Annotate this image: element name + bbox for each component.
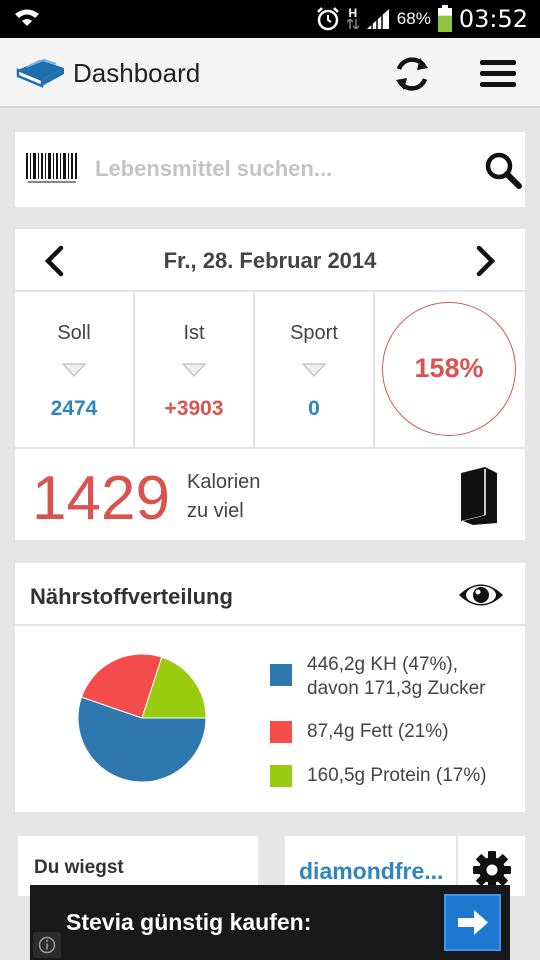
ad-banner[interactable]: Stevia günstig kaufen: (30, 885, 510, 960)
stat-value: 0 (308, 397, 320, 420)
nutrient-title: Nährstoffverteilung (30, 584, 233, 609)
legend-swatch (270, 721, 292, 743)
dropdown-arrow-icon (62, 363, 86, 378)
clock: 03:52 (458, 5, 528, 33)
nutrient-card: Nährstoffverteilung 446,2g KH (47%), dav… (15, 563, 525, 812)
menu-icon[interactable] (476, 56, 520, 92)
dropdown-arrow-icon (182, 363, 206, 378)
legend-line: 446,2g KH (47%), (307, 654, 459, 675)
nutrient-pie-chart (77, 653, 207, 783)
legend-swatch (270, 664, 292, 686)
page-title: Dashboard (73, 58, 201, 88)
chevron-left-icon[interactable] (37, 243, 73, 279)
refresh-icon[interactable] (390, 52, 434, 96)
chevron-right-icon[interactable] (467, 243, 503, 279)
status-bar: H 68% 03:52 (0, 0, 540, 38)
percent-circle: 158% (382, 302, 516, 436)
ad-text: Stevia günstig kaufen: (66, 909, 312, 935)
battery-percent: 68% (396, 9, 431, 28)
date-navigation: Fr., 28. Februar 2014 (15, 229, 525, 292)
network-type: H (346, 7, 360, 31)
calorie-balance: 1429 Kalorien zu viel (15, 449, 525, 540)
pie-slice-fett (80, 653, 163, 719)
legend-line: davon 171,3g Zucker (307, 678, 486, 699)
ad-arrow-button[interactable] (444, 894, 501, 951)
stat-sport[interactable]: Sport 0 (255, 292, 375, 449)
alarm-icon (316, 7, 339, 31)
legend-text: 160,5g Protein (17%) (307, 765, 487, 786)
calorie-label-line1: Kalorien (187, 471, 261, 493)
stat-ist[interactable]: Ist +3903 (135, 292, 255, 449)
network-arrows-icon (346, 17, 360, 30)
barcode-icon[interactable] (26, 153, 78, 185)
eye-icon[interactable] (457, 580, 505, 610)
app-logo-icon[interactable] (16, 54, 66, 90)
dropdown-arrow-icon (302, 363, 326, 378)
calorie-label-line2: zu viel (187, 500, 244, 522)
battery-icon (437, 5, 452, 32)
signal-icon (366, 9, 389, 29)
legend-swatch (270, 765, 292, 787)
search-input[interactable] (95, 147, 465, 191)
book-icon[interactable] (455, 465, 503, 525)
daily-summary-card: Fr., 28. Februar 2014 Soll 2474 Ist +390… (15, 229, 525, 540)
info-icon (38, 936, 56, 954)
stat-label: Ist (183, 322, 205, 344)
pie-slice-protein (141, 656, 207, 719)
search-icon[interactable] (483, 150, 523, 190)
stat-label: Soll (57, 322, 91, 344)
arrow-right-icon (458, 910, 488, 935)
profile-link[interactable]: diamondfre... (299, 858, 444, 884)
gear-icon (473, 851, 511, 889)
wifi-icon (15, 9, 39, 26)
calorie-stats: Soll 2474 Ist +3903 Sport 0 158% (15, 292, 525, 449)
action-bar: Dashboard (0, 38, 540, 108)
calorie-value: 1429 (32, 464, 170, 533)
search-card (15, 132, 525, 207)
stat-label: Sport (290, 322, 338, 344)
weight-title: Du wiegst (34, 857, 124, 878)
legend-text: 446,2g KH (47%), davon 171,3g Zucker (307, 653, 527, 701)
ad-info-button[interactable] (33, 932, 61, 958)
legend-text: 87,4g Fett (21%) (307, 721, 449, 742)
stat-value: +3903 (164, 397, 224, 420)
stat-soll[interactable]: Soll 2474 (15, 292, 135, 449)
current-date: Fr., 28. Februar 2014 (163, 248, 377, 273)
stat-value: 2474 (50, 397, 98, 420)
nutrient-header: Nährstoffverteilung (15, 563, 525, 626)
